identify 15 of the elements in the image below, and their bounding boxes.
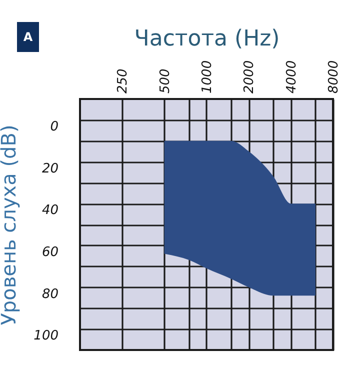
y-tick-label: 0: [50, 119, 58, 134]
y-tick-label: 80: [42, 286, 58, 302]
y-tick-label: 40: [42, 203, 58, 218]
x-tick-label: 500: [158, 68, 173, 94]
text: A: [17, 22, 39, 52]
x-tick-label: 250: [116, 68, 131, 94]
x-tick-label: 2000: [242, 60, 258, 94]
y-tick-label: 100: [34, 328, 58, 344]
x-axis-title: Частота (Hz): [134, 26, 280, 52]
x-tick-label: 4000: [284, 60, 300, 94]
y-tick-label: 60: [42, 244, 58, 260]
x-tick-label: 1000: [200, 60, 215, 94]
y-tick-label: 20: [42, 161, 58, 176]
y-axis-title: Уровень слуха (dB): [0, 124, 21, 326]
x-tick-label: 8000: [326, 60, 342, 94]
